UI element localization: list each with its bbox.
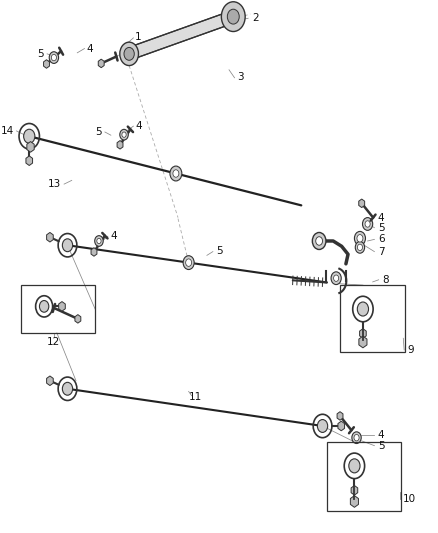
- Circle shape: [312, 232, 326, 249]
- Circle shape: [120, 42, 138, 66]
- Polygon shape: [359, 336, 367, 348]
- Text: 4: 4: [110, 231, 117, 241]
- Circle shape: [354, 434, 359, 441]
- Text: 13: 13: [48, 179, 61, 189]
- Circle shape: [62, 382, 73, 395]
- Text: 5: 5: [378, 223, 385, 233]
- Circle shape: [227, 9, 239, 24]
- Circle shape: [355, 241, 364, 253]
- Circle shape: [349, 459, 360, 473]
- Circle shape: [51, 54, 57, 61]
- Bar: [339, 285, 406, 352]
- Circle shape: [24, 129, 35, 143]
- Circle shape: [49, 52, 59, 63]
- Text: 14: 14: [1, 126, 14, 136]
- Polygon shape: [26, 156, 32, 165]
- Polygon shape: [337, 411, 343, 420]
- Circle shape: [331, 272, 341, 285]
- Circle shape: [334, 275, 339, 281]
- Circle shape: [183, 256, 194, 270]
- Circle shape: [186, 259, 191, 266]
- Polygon shape: [128, 11, 235, 60]
- Text: 4: 4: [135, 120, 142, 131]
- Polygon shape: [59, 302, 65, 311]
- Polygon shape: [46, 376, 53, 385]
- Polygon shape: [43, 60, 49, 68]
- Bar: [21, 285, 95, 333]
- Circle shape: [122, 132, 126, 138]
- Text: 5: 5: [38, 49, 44, 59]
- Circle shape: [62, 239, 73, 252]
- Polygon shape: [46, 232, 53, 242]
- Text: 8: 8: [382, 275, 389, 285]
- Polygon shape: [27, 142, 34, 152]
- Circle shape: [124, 47, 134, 60]
- Polygon shape: [75, 314, 81, 323]
- Text: 4: 4: [378, 430, 385, 440]
- Circle shape: [95, 236, 103, 246]
- Text: 10: 10: [403, 494, 417, 504]
- Text: 2: 2: [252, 13, 259, 23]
- Bar: [327, 442, 401, 511]
- Circle shape: [354, 231, 365, 245]
- Text: 5: 5: [95, 127, 102, 137]
- Text: 6: 6: [378, 235, 385, 245]
- Circle shape: [316, 237, 322, 245]
- Text: 1: 1: [134, 32, 141, 42]
- Polygon shape: [91, 248, 97, 256]
- Text: 7: 7: [378, 247, 385, 256]
- Text: 5: 5: [216, 246, 223, 255]
- Circle shape: [221, 2, 245, 31]
- Text: 4: 4: [378, 213, 385, 223]
- Text: 11: 11: [188, 392, 201, 402]
- Circle shape: [318, 419, 328, 432]
- Circle shape: [39, 301, 49, 312]
- Polygon shape: [359, 199, 365, 207]
- Circle shape: [352, 432, 361, 443]
- Text: 12: 12: [47, 337, 60, 347]
- Circle shape: [170, 166, 182, 181]
- Text: 9: 9: [407, 345, 414, 355]
- Circle shape: [357, 244, 363, 251]
- Polygon shape: [360, 329, 366, 338]
- Circle shape: [173, 170, 179, 177]
- Text: 3: 3: [237, 72, 244, 82]
- Circle shape: [97, 238, 101, 244]
- Polygon shape: [350, 496, 358, 507]
- Polygon shape: [117, 141, 123, 149]
- Polygon shape: [98, 59, 104, 68]
- Circle shape: [365, 221, 370, 227]
- Circle shape: [363, 217, 373, 230]
- Circle shape: [357, 235, 363, 242]
- Circle shape: [357, 302, 368, 316]
- Polygon shape: [351, 486, 358, 495]
- Text: 5: 5: [378, 441, 385, 451]
- Polygon shape: [338, 421, 345, 431]
- Circle shape: [120, 130, 128, 140]
- Text: 4: 4: [87, 44, 93, 53]
